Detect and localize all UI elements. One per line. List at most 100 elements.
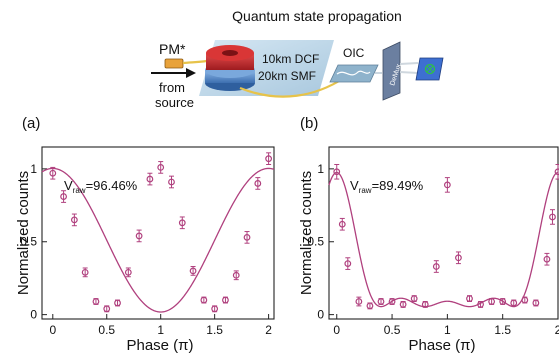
data-point: [92, 298, 100, 305]
data-marker: [168, 178, 175, 186]
data-point: [211, 305, 219, 313]
data-point: [103, 305, 111, 313]
annotation-value-b: =89.49%: [372, 178, 424, 193]
x-tick-label: 1: [157, 323, 164, 337]
data-marker: [338, 220, 346, 228]
data-marker: [443, 181, 451, 189]
data-point: [265, 152, 273, 165]
data-point: [333, 163, 341, 180]
data-point: [146, 172, 154, 186]
source-arrowhead-icon: [186, 68, 196, 78]
data-marker: [135, 232, 143, 240]
data-point: [366, 302, 374, 310]
data-point: [232, 270, 240, 281]
x-tick-label: 2: [555, 323, 559, 337]
smf-label: 20km SMF: [258, 69, 316, 83]
data-marker: [124, 268, 132, 276]
x-tick-label: 0: [49, 323, 56, 337]
data-marker: [455, 254, 462, 262]
data-marker: [543, 255, 551, 263]
data-marker: [243, 233, 251, 241]
panel-label-b: (b): [300, 115, 318, 132]
data-point: [543, 252, 551, 266]
data-point: [477, 301, 484, 308]
data-marker: [355, 298, 363, 305]
data-marker: [178, 219, 186, 227]
x-tick-label: 1.5: [206, 323, 223, 337]
data-point: [60, 190, 67, 203]
dcf-label: 10km DCF: [262, 52, 319, 66]
fiber-spool-icon: [205, 45, 255, 91]
data-marker: [388, 298, 396, 305]
data-point: [338, 217, 346, 231]
data-point: [243, 231, 251, 244]
data-point: [554, 163, 559, 180]
data-point: [178, 216, 186, 230]
ylabel-b: Normalized counts: [298, 171, 315, 295]
data-point: [432, 260, 440, 273]
data-marker: [554, 168, 559, 176]
data-marker: [410, 295, 418, 302]
data-point: [421, 301, 429, 308]
demux-icon: [382, 41, 401, 101]
data-marker: [521, 296, 529, 304]
y-tick-label: 0: [317, 308, 324, 322]
data-marker: [81, 268, 89, 276]
data-marker: [49, 169, 57, 177]
data-marker: [510, 299, 518, 307]
data-marker: [211, 305, 219, 313]
annotation-value-a: =96.46%: [86, 178, 138, 193]
xlabel-a: Phase (π): [126, 337, 193, 354]
data-marker: [333, 168, 341, 176]
chart-panel-b: (b) Normalized counts 0 0.5 1 1.5 2 0 0.5 1 Vra…: [298, 115, 559, 354]
y-tick-label: 0.5: [307, 235, 324, 249]
y-tick-label: 1: [317, 162, 324, 176]
oic-waveguide: [336, 70, 371, 76]
data-point: [114, 299, 121, 307]
panel-label-a: (a): [22, 115, 40, 132]
data-point: [410, 295, 418, 303]
data-marker: [189, 267, 197, 275]
data-marker: [70, 216, 78, 224]
data-marker: [157, 164, 165, 171]
data-marker: [477, 301, 484, 308]
data-marker: [549, 213, 556, 221]
data-marker: [232, 271, 240, 279]
y-tick-label: 1: [30, 162, 37, 176]
axes-frame: [328, 146, 559, 320]
data-point: [443, 177, 451, 193]
data-marker: [222, 296, 229, 304]
phase-modulator-icon: [164, 58, 184, 69]
annotation-sub-b: raw: [359, 186, 372, 195]
data-point: [455, 251, 462, 265]
data-point: [124, 267, 132, 278]
plot-area-a: 0 0.5 1 1.5 2 0 0.5 1: [20, 146, 275, 337]
detector-mark-cross: [426, 65, 434, 73]
data-point: [499, 298, 507, 305]
x-tick-label: 0: [333, 323, 340, 337]
data-point: [532, 299, 540, 307]
data-point: [344, 257, 352, 270]
source-label-line2: source: [155, 95, 194, 110]
y-tick-label: 0.5: [20, 235, 37, 249]
data-point: [200, 296, 208, 304]
x-tick-label: 0.5: [98, 323, 115, 337]
data-marker: [421, 301, 429, 308]
data-point: [189, 266, 197, 276]
figure-title: Quantum state propagation: [232, 8, 402, 24]
data-marker: [488, 298, 496, 305]
oic-chip-icon: [329, 64, 379, 83]
data-marker: [399, 301, 407, 308]
axes-frame: [41, 146, 275, 320]
x-tick-label: 2: [265, 323, 272, 337]
schematic: PM* from source 10km DCF 20km SMF OIC De…: [151, 40, 444, 110]
oic-label: OIC: [343, 46, 365, 60]
x-tick-label: 1.5: [494, 323, 511, 337]
data-point: [135, 229, 143, 243]
data-point: [399, 301, 407, 308]
data-marker: [366, 302, 374, 310]
data-point: [466, 295, 473, 303]
detector-link-bottom: [399, 71, 419, 74]
data-point: [70, 213, 78, 227]
data-point: [49, 166, 57, 180]
